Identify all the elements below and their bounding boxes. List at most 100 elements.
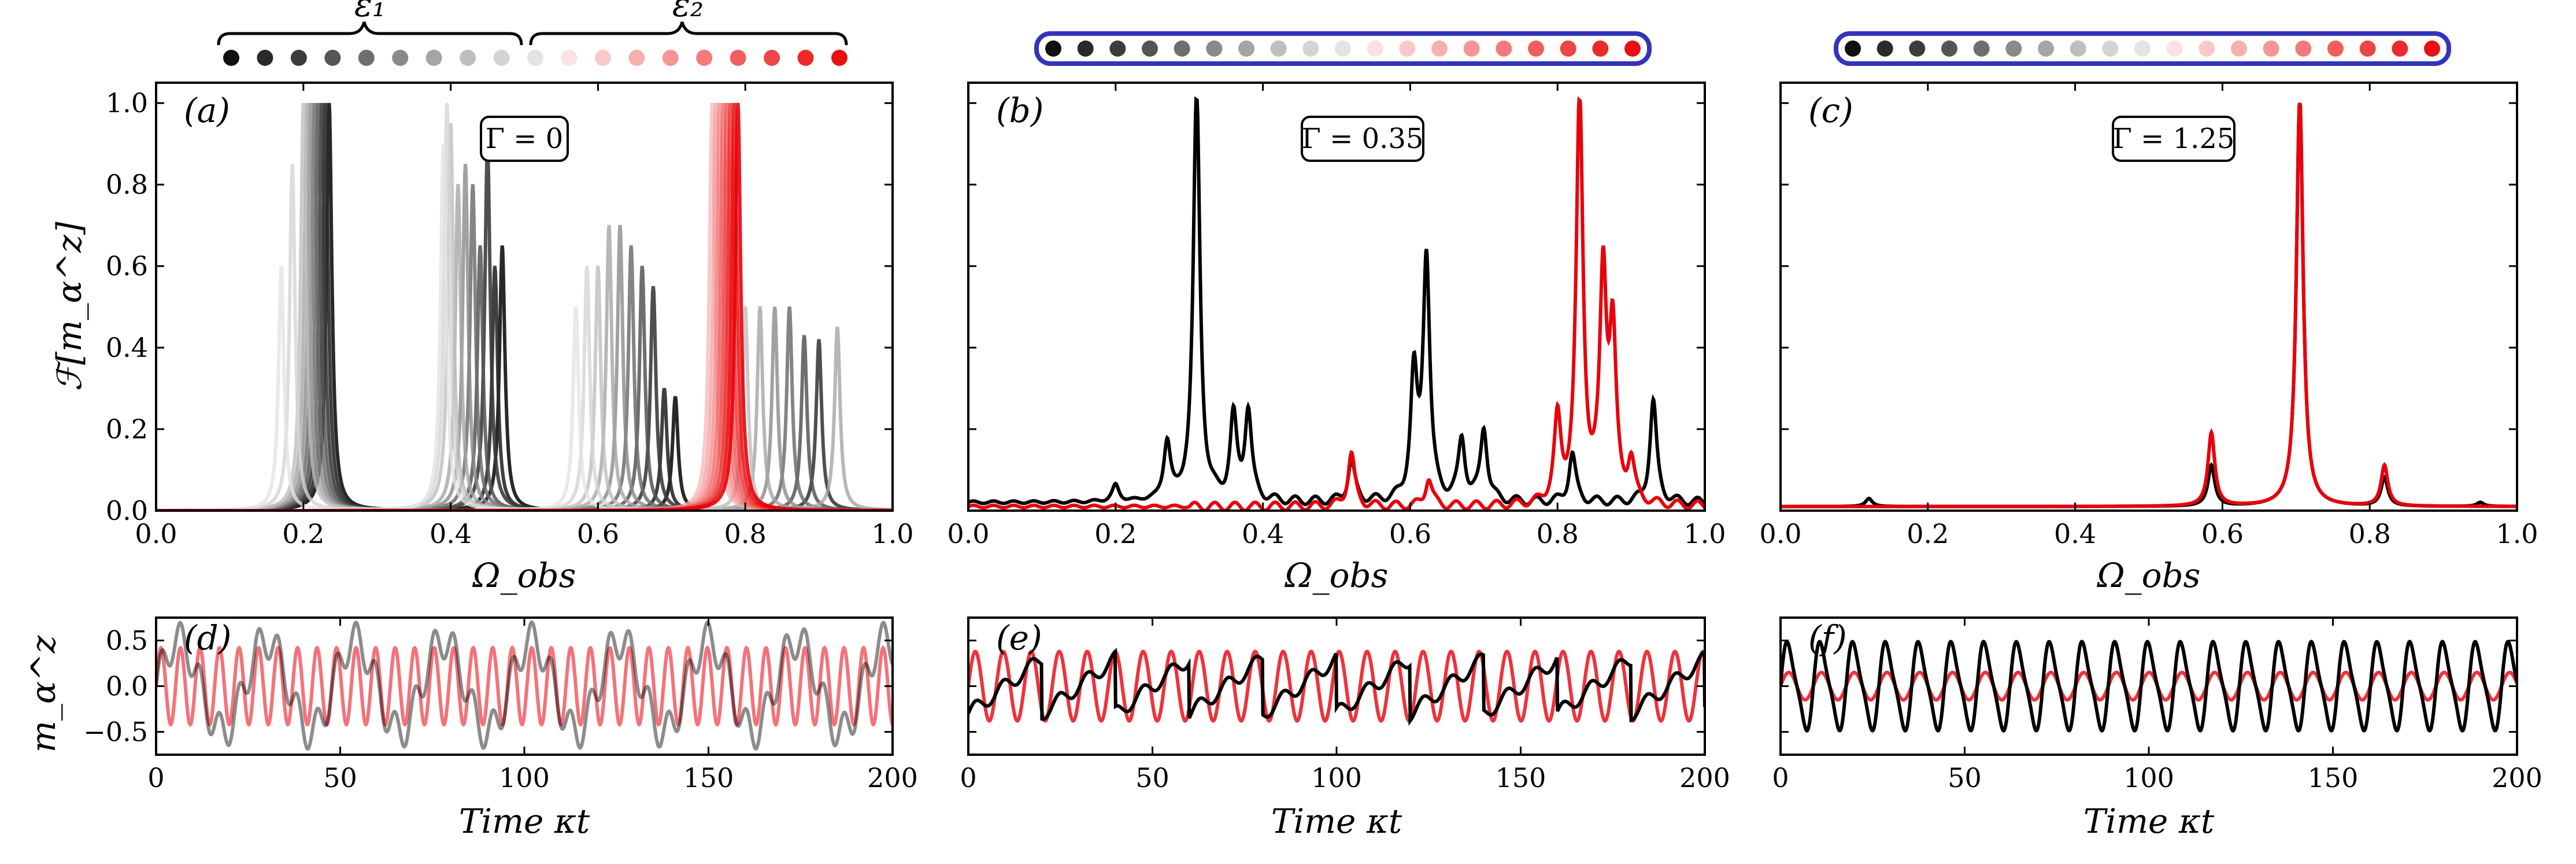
chain-site-dot xyxy=(1045,40,1061,57)
chain-site-dot xyxy=(1592,40,1609,57)
chain-site-dot xyxy=(2263,40,2279,57)
chain-site-dot xyxy=(493,50,510,66)
time-panel-e: 0 50 100 150 200 (e) xyxy=(960,616,1730,793)
epsilon-2-brace: ε₂ xyxy=(529,0,848,46)
y-tick-label: 0.5 xyxy=(106,625,148,656)
plot-area-f xyxy=(1781,639,2517,733)
chain-site-dot xyxy=(2199,40,2215,57)
chain-site-dot xyxy=(1463,40,1480,57)
chain-site-dot xyxy=(662,50,679,66)
x-tick-label: 1.0 xyxy=(1683,518,1726,549)
chain-site-dot xyxy=(1142,40,1158,57)
y-tick-label: 0.4 xyxy=(106,332,148,363)
x-tick-label: 100 xyxy=(2123,762,2174,793)
chain-site-dot xyxy=(594,50,611,66)
gamma-annotation-c: Γ = 1.25 xyxy=(2112,116,2236,162)
series-line xyxy=(968,647,1705,726)
series-line xyxy=(156,103,893,511)
x-axis-label-d: Time κt xyxy=(459,802,590,841)
x-axis-label-a: Ω_obs xyxy=(472,556,576,595)
x-tick-label: 200 xyxy=(867,762,918,793)
chain-site-dot xyxy=(257,50,273,66)
spectrum-panel-b: 0.0 0.2 0.4 0.6 0.8 1.0 (b) Γ = 0.35 xyxy=(947,82,1726,549)
axes-frame-c xyxy=(1779,82,2518,512)
series-line xyxy=(156,645,893,728)
chain-site-dot xyxy=(1624,40,1641,57)
chain-site-dot xyxy=(1206,40,1223,57)
x-tick-label: 50 xyxy=(323,762,357,793)
x-tick-label: 1.0 xyxy=(871,518,913,549)
series-line xyxy=(156,103,893,511)
chain-site-dot xyxy=(1302,40,1319,57)
chain-site-dot xyxy=(2166,40,2183,57)
time-panel-f: 0 50 100 150 200 (f) xyxy=(1772,616,2542,793)
panel-label-c: (c) xyxy=(1808,91,1853,130)
y-tick-label: 0.0 xyxy=(106,495,148,526)
x-tick-label: 0.0 xyxy=(947,518,989,549)
chain-site-dot xyxy=(324,50,341,66)
x-tick-label: 0.2 xyxy=(282,518,324,549)
y-tick-label: 1.0 xyxy=(106,87,148,119)
axes-frame-f xyxy=(1779,616,2518,756)
x-tick-label: 0 xyxy=(960,762,976,793)
chain-site-dot xyxy=(561,50,578,66)
x-tick-label: 0.8 xyxy=(1537,518,1579,549)
series-line xyxy=(156,103,893,511)
x-tick-label: 100 xyxy=(499,762,550,793)
chain-site-dot xyxy=(2359,40,2376,57)
chain-site-dot xyxy=(2005,40,2022,57)
series-line xyxy=(1781,639,2517,733)
svg-text:Γ = 0.35: Γ = 0.35 xyxy=(1302,123,1424,155)
series-line xyxy=(156,103,893,511)
series-line xyxy=(968,96,1705,507)
chain-site-dot xyxy=(1560,40,1576,57)
series-line xyxy=(156,103,893,511)
epsilon-1-brace: ε₁ xyxy=(217,0,523,46)
chain-site-dot xyxy=(2392,40,2408,57)
chain-site-dot xyxy=(1367,40,1383,57)
svg-text:Γ = 1.25: Γ = 1.25 xyxy=(2113,123,2235,155)
chain-site-dot xyxy=(1496,40,1512,57)
x-tick-label: 0.6 xyxy=(2201,518,2244,549)
chain-site-dot xyxy=(1877,40,1893,57)
spectrum-panel-a: 0.0 0.2 0.4 0.6 0.8 1.0 0.0 0.2 0.4 0.6 0.8 1.0 (a) Γ… xyxy=(106,82,914,549)
series-line xyxy=(156,103,893,511)
chain-site-dot xyxy=(1077,40,1094,57)
gamma-annotation-a: Γ = 0 xyxy=(480,116,569,162)
x-tick-label: 0.4 xyxy=(1242,518,1284,549)
series-line xyxy=(156,143,893,511)
panel-label-b: (b) xyxy=(996,91,1043,130)
y-tick-label: −0.5 xyxy=(83,717,148,748)
x-tick-label: 200 xyxy=(1679,762,1730,793)
chain-site-dot xyxy=(223,50,239,66)
x-tick-label: 0.6 xyxy=(1389,518,1431,549)
chain-site-dot xyxy=(1431,40,1448,57)
plot-area-a xyxy=(156,103,893,511)
chain-site-dot xyxy=(2070,40,2086,57)
x-tick-label: 0.4 xyxy=(430,518,472,549)
chain-site-dot xyxy=(425,50,442,66)
x-tick-label: 150 xyxy=(683,762,734,793)
series-line xyxy=(156,103,893,511)
chain-site-dot xyxy=(2102,40,2119,57)
series-line xyxy=(1781,670,2517,702)
chain-box-c xyxy=(1834,31,2451,66)
panel-label-f: (f) xyxy=(1808,618,1847,658)
x-axis-label-b: Ω_obs xyxy=(1285,556,1389,595)
series-line xyxy=(1781,102,2517,508)
series-line xyxy=(968,96,1705,511)
epsilon-2-label: ε₂ xyxy=(672,0,704,24)
y-tick-label: 0.6 xyxy=(106,250,148,282)
y-axis-label-freq: ℱ[m_α^z] xyxy=(50,221,89,392)
x-tick-label: 0.0 xyxy=(135,518,177,549)
panel-label-e: (e) xyxy=(996,618,1042,658)
chain-site-dot xyxy=(1109,40,1126,57)
gamma-annotation-b: Γ = 0.35 xyxy=(1301,116,1424,162)
x-tick-label: 50 xyxy=(1948,762,1982,793)
series-line xyxy=(156,103,893,511)
series-line xyxy=(156,103,893,511)
epsilon-1-label: ε₁ xyxy=(354,0,386,24)
chain-site-dot xyxy=(290,50,307,66)
chain-site-dot xyxy=(1973,40,1990,57)
